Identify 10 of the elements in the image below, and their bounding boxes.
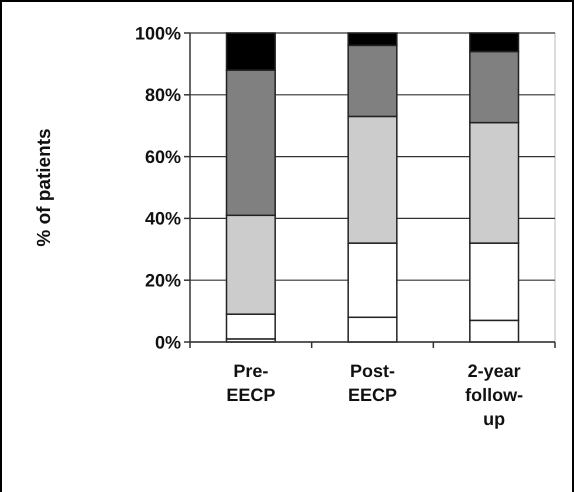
y-tick-label: 80% [144,85,181,106]
y-tick-label: 60% [144,146,181,167]
x-tick-label: Post- EECP [348,361,398,405]
y-axis-title: % of patients [34,128,55,247]
y-tick-label: 20% [144,270,181,290]
y-tick-label: 40% [144,208,181,229]
y-tick-label: 100% [134,23,181,44]
y-tick-label: 0% [154,332,181,352]
x-tick-label: 2-year follow- up [465,361,524,429]
x-tick-label: Pre- EECP [226,361,276,405]
